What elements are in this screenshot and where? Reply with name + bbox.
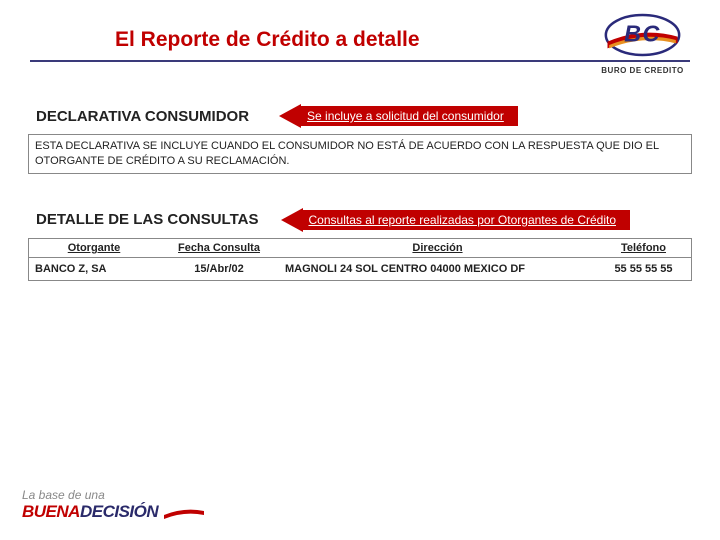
cell-fecha: 15/Abr/02 (159, 258, 279, 280)
declarativa-callout-text: Se incluye a solicitud del consumidor (301, 106, 518, 126)
footer-word-decision: DECISIÓN (80, 502, 158, 521)
footer-line2: BUENADECISIÓN (22, 502, 204, 522)
buro-logo: B C BURO DE CREDITO (595, 10, 690, 75)
declarativa-section: DECLARATIVA CONSUMIDOR Se incluye a soli… (28, 104, 692, 174)
footer-word-buena: BUENA (22, 502, 80, 521)
svg-text:B: B (624, 21, 641, 47)
declarativa-body: ESTA DECLARATIVA SE INCLUYE CUANDO EL CO… (28, 134, 692, 174)
cell-otorgante: BANCO Z, SA (29, 258, 159, 280)
consultas-heading: DETALLE DE LAS CONSULTAS (28, 211, 259, 228)
declarativa-callout: Se incluye a solicitud del consumidor (279, 104, 518, 128)
table-row: BANCO Z, SA 15/Abr/02 MAGNOLI 24 SOL CEN… (29, 258, 691, 280)
svg-text:C: C (643, 21, 661, 47)
table-header: Otorgante Fecha Consulta Dirección Teléf… (29, 239, 691, 258)
arrow-left-icon (281, 208, 303, 232)
consultas-table: Otorgante Fecha Consulta Dirección Teléf… (28, 238, 692, 281)
header: El Reporte de Crédito a detalle B C BURO… (0, 0, 720, 60)
col-header-fecha: Fecha Consulta (159, 239, 279, 257)
col-header-otorgante: Otorgante (29, 239, 159, 257)
cell-direccion: MAGNOLI 24 SOL CENTRO 04000 MEXICO DF (279, 258, 596, 280)
col-header-direccion: Dirección (279, 239, 596, 257)
swoosh-icon (164, 507, 204, 519)
logo-caption: BURO DE CREDITO (595, 66, 690, 75)
bc-logo-icon: B C (600, 10, 685, 60)
declarativa-heading: DECLARATIVA CONSUMIDOR (28, 108, 249, 125)
arrow-left-icon (279, 104, 301, 128)
footer-logo: La base de una BUENADECISIÓN (22, 488, 204, 522)
consultas-callout: Consultas al reporte realizadas por Otor… (281, 208, 631, 232)
consultas-callout-text: Consultas al reporte realizadas por Otor… (303, 210, 631, 230)
col-header-telefono: Teléfono (596, 239, 691, 257)
title-underline (30, 60, 690, 62)
footer-line1: La base de una (22, 488, 204, 502)
consultas-section: DETALLE DE LAS CONSULTAS Consultas al re… (28, 208, 692, 281)
cell-telefono: 55 55 55 55 (596, 258, 691, 280)
